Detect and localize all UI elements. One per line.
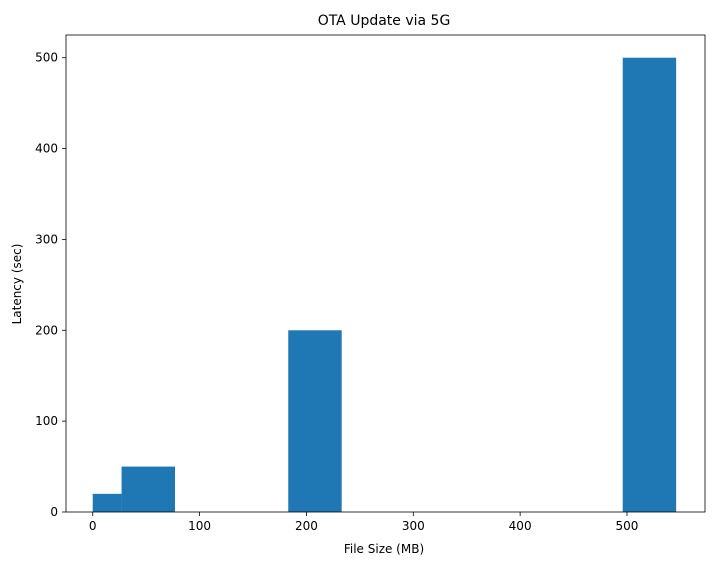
x-tick-label-3: 300	[402, 519, 425, 533]
y-tick-label-2: 200	[35, 323, 58, 337]
bars	[92, 57, 677, 512]
bar-2	[288, 330, 342, 512]
y-tick-label-4: 400	[35, 142, 58, 156]
x-tick-label-2: 200	[295, 519, 318, 533]
bar-1	[121, 466, 175, 512]
x-tick-label-5: 500	[616, 519, 639, 533]
y-tick-label-1: 100	[35, 414, 58, 428]
bar-0	[92, 493, 122, 512]
x-tick-label-0: 0	[89, 519, 97, 533]
chart-title: OTA Update via 5G	[318, 13, 451, 29]
x-axis-label: File Size (MB)	[344, 542, 424, 556]
y-axis-label: Latency (sec)	[10, 244, 24, 325]
x-tick-label-4: 400	[509, 519, 532, 533]
y-tick-label-3: 300	[35, 232, 58, 246]
axes: 0 100 200 300 400 500 0 100 200 300 400 500	[35, 34, 706, 533]
bar-3	[622, 57, 677, 512]
x-tick-label-1: 100	[188, 519, 211, 533]
y-tick-label-5: 500	[35, 51, 58, 65]
y-tick-label-0: 0	[50, 505, 58, 519]
plot-frame	[65, 34, 706, 513]
